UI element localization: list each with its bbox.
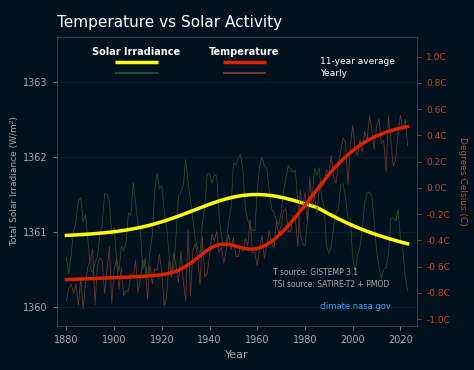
Text: T source: GISTEMP 3.1
TSI source: SATIRE-T2 + PMOD: T source: GISTEMP 3.1 TSI source: SATIRE… [273,268,389,289]
Text: climate.nasa.gov: climate.nasa.gov [320,302,392,311]
Text: Temperature: Temperature [209,47,279,57]
Text: Solar Irradiance: Solar Irradiance [92,47,180,57]
X-axis label: Year: Year [225,350,249,360]
Y-axis label: Degrees Celsius (C): Degrees Celsius (C) [458,137,467,226]
Y-axis label: Total Solar Irradiance (W/m²): Total Solar Irradiance (W/m²) [10,116,19,246]
Text: Yearly: Yearly [320,68,347,78]
Text: Temperature vs Solar Activity: Temperature vs Solar Activity [57,15,282,30]
Text: 11-year average: 11-year average [320,57,395,66]
